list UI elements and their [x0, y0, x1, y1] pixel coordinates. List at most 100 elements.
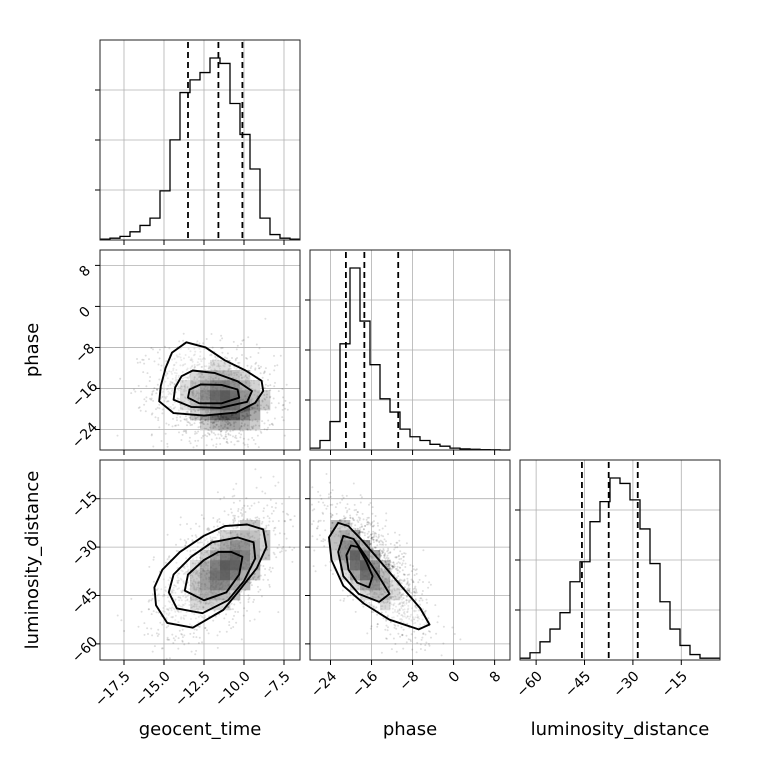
sample-point: [202, 567, 205, 570]
sample-point: [150, 433, 153, 436]
sample-point: [136, 361, 139, 364]
sample-point: [177, 409, 180, 412]
sample-point: [175, 354, 178, 357]
density-cell: [250, 530, 261, 541]
sample-point: [220, 385, 222, 388]
sample-point: [220, 600, 223, 603]
sample-point: [198, 388, 200, 391]
sample-point: [227, 378, 229, 381]
sample-point: [262, 545, 265, 547]
sample-point: [218, 530, 220, 533]
sample-point: [229, 423, 232, 426]
sample-point: [142, 358, 145, 361]
sample-point: [181, 364, 184, 367]
sample-point: [201, 641, 203, 644]
density-cell: [350, 570, 361, 581]
sample-point: [240, 570, 243, 573]
sample-point: [355, 565, 358, 568]
sample-point: [208, 412, 211, 415]
sample-point: [341, 498, 344, 501]
sample-point: [219, 587, 221, 590]
sample-point: [187, 568, 190, 571]
sample-point: [180, 393, 183, 396]
sample-point: [212, 589, 215, 592]
sample-point: [262, 510, 265, 513]
sample-point: [187, 406, 190, 409]
sample-point: [375, 535, 378, 538]
sample-point: [217, 590, 220, 593]
sample-point: [160, 391, 163, 394]
sample-point: [219, 388, 222, 391]
sample-point: [217, 378, 220, 381]
sample-point: [242, 614, 245, 617]
sample-point: [389, 567, 392, 570]
sample-point: [167, 390, 170, 393]
sample-point: [230, 374, 232, 377]
sample-point: [192, 598, 195, 601]
sample-point: [217, 544, 220, 547]
sample-point: [150, 397, 153, 400]
sample-point: [200, 397, 203, 400]
density-cell: [220, 530, 231, 541]
sample-point: [208, 433, 211, 435]
sample-point: [151, 393, 153, 396]
sample-point: [177, 647, 180, 650]
sample-point: [206, 602, 209, 605]
sample-point: [169, 380, 172, 383]
sample-point: [237, 375, 240, 378]
sample-point: [272, 520, 274, 523]
sample-point: [231, 574, 234, 577]
sample-point: [396, 546, 399, 549]
sample-point: [266, 504, 269, 507]
sample-point: [343, 538, 346, 541]
sample-point: [196, 570, 199, 573]
sample-point: [243, 607, 246, 610]
sample-point: [422, 608, 424, 611]
sample-point: [222, 390, 225, 393]
sample-point: [194, 395, 197, 398]
sample-point: [213, 558, 216, 561]
sample-point: [379, 574, 382, 577]
sample-point: [231, 414, 234, 417]
sample-point: [199, 375, 202, 378]
sample-point: [208, 365, 211, 368]
sample-point: [215, 600, 218, 603]
sample-point: [390, 596, 393, 599]
sample-point: [216, 583, 219, 586]
sample-point: [189, 442, 192, 445]
sample-point: [211, 586, 214, 589]
sample-point: [175, 374, 178, 377]
sample-point: [237, 440, 240, 443]
sample-point: [196, 581, 199, 584]
sample-point: [221, 599, 224, 601]
sample-point: [377, 524, 379, 527]
sample-point: [242, 566, 245, 569]
sample-point: [373, 532, 376, 535]
sample-point: [210, 589, 213, 592]
x-axis-label-luminosity_distance: luminosity_distance: [531, 719, 710, 740]
sample-point: [284, 407, 287, 410]
sample-point: [352, 527, 355, 530]
sample-point: [382, 543, 385, 546]
sample-point: [249, 562, 252, 565]
sample-point: [227, 554, 230, 557]
sample-point: [210, 400, 213, 403]
sample-point: [179, 364, 182, 367]
sample-point: [359, 517, 362, 520]
sample-point: [216, 519, 219, 522]
sample-point: [211, 395, 214, 397]
sample-point: [165, 360, 168, 363]
sample-point: [208, 362, 211, 365]
sample-point: [400, 595, 403, 598]
sample-point: [189, 424, 192, 427]
sample-point: [369, 566, 372, 569]
sample-point: [210, 571, 213, 574]
sample-point: [233, 395, 235, 398]
density-cell: [190, 390, 201, 401]
sample-point: [218, 417, 221, 420]
sample-point: [181, 605, 184, 608]
sample-point: [187, 642, 190, 645]
sample-point: [319, 519, 322, 522]
sample-point: [182, 573, 185, 576]
sample-point: [226, 383, 229, 386]
